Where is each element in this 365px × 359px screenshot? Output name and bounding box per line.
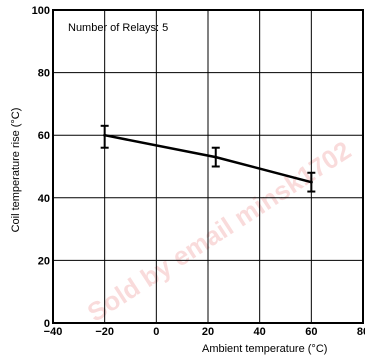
data-point — [309, 180, 313, 184]
series — [100, 124, 316, 193]
x-tick-label: 60 — [305, 326, 317, 338]
y-tick-label: 40 — [38, 193, 50, 205]
y-tick-label: 20 — [38, 255, 50, 267]
y-tick-label: 100 — [32, 5, 50, 17]
x-tick-label: 20 — [202, 326, 214, 338]
y-tick-label: 80 — [38, 68, 50, 80]
data-point — [103, 133, 107, 137]
data-point — [214, 155, 218, 159]
x-tick-label: −20 — [95, 326, 114, 338]
x-tick-labels: −40 −20 0 20 40 60 80 — [44, 326, 365, 338]
x-tick-label: 0 — [153, 326, 159, 338]
annotation: Number of Relays: 5 — [68, 22, 168, 34]
plot-frame — [52, 9, 364, 324]
y-tick-labels: 0 20 40 60 80 100 — [32, 5, 50, 330]
x-tick-label: 80 — [357, 326, 365, 338]
x-tick-label: 40 — [254, 326, 266, 338]
watermark: Sold by email minsk1702 — [82, 135, 356, 328]
x-tick-label: −40 — [44, 326, 63, 338]
y-tick-label: 0 — [44, 318, 50, 330]
y-axis-label: Coil temperature rise (°C) — [10, 108, 22, 233]
y-tick-label: 60 — [38, 130, 50, 142]
x-axis-label: Ambient temperature (°C) — [202, 343, 327, 355]
